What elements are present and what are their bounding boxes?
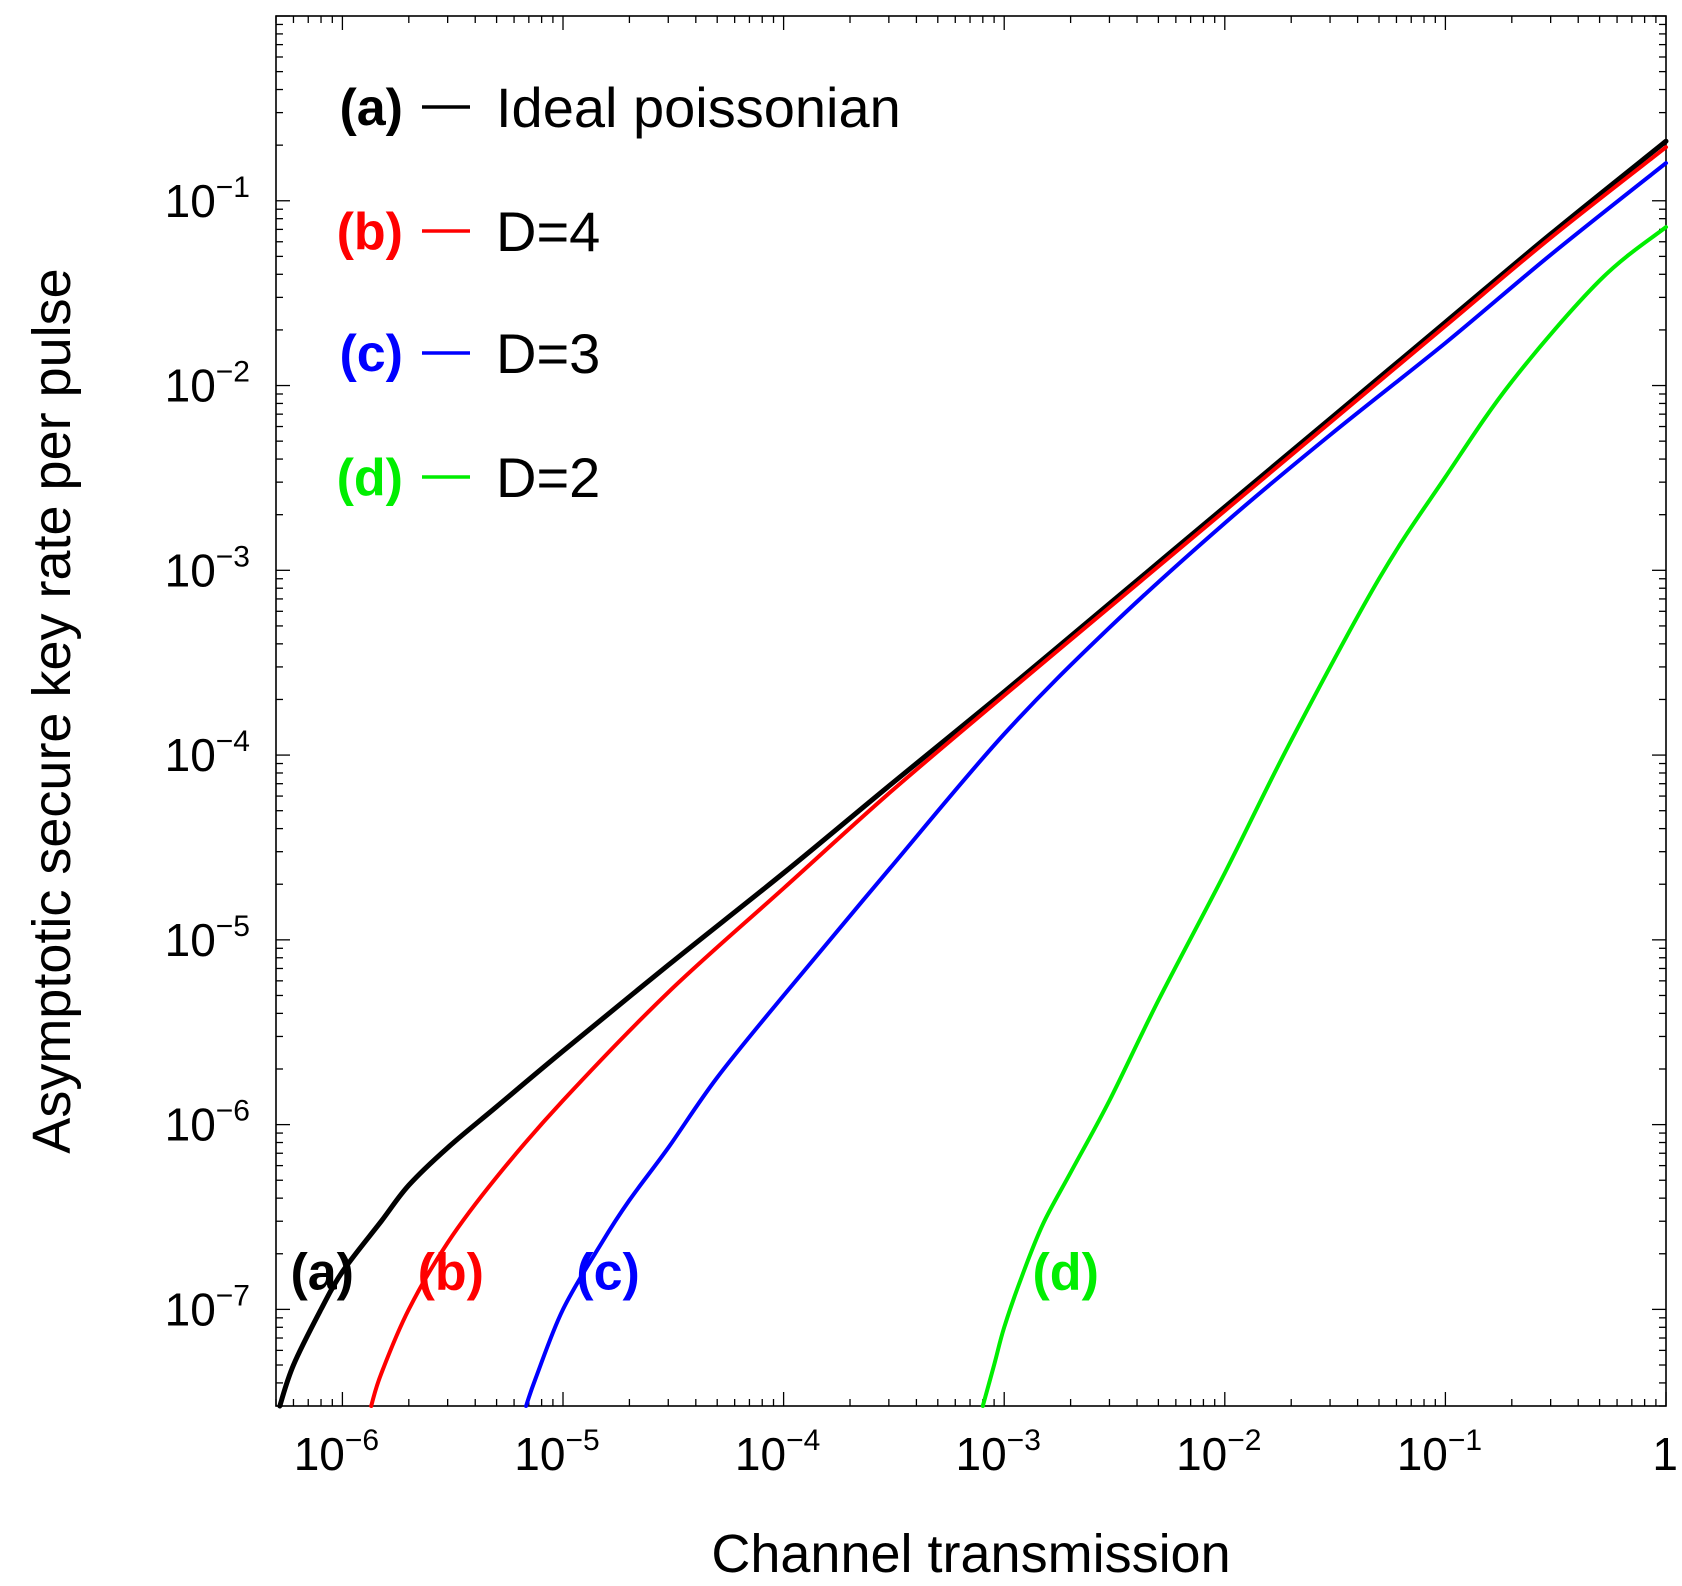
y-tick-label: 10−2	[165, 356, 250, 412]
legend: (a) Ideal poissonian (b) D=4 (c) D=3 (d) D=2	[337, 76, 901, 509]
legend-tag-2: (b)	[337, 203, 403, 261]
legend-tag-1: (a)	[339, 79, 403, 137]
plot-frame	[275, 15, 1667, 1407]
curve-annotation-2: (b)	[418, 1244, 484, 1302]
y-tick-label: 10−4	[165, 725, 250, 781]
legend-label-4: D=2	[496, 446, 600, 509]
y-tick-label: 10−5	[165, 910, 250, 966]
curve-annotation-4: (d)	[1032, 1244, 1098, 1302]
curve-annotation-1: (a)	[290, 1244, 354, 1302]
legend-tag-3: (c)	[339, 325, 403, 383]
x-tick-label: 10−5	[514, 1424, 599, 1480]
series-line-4	[980, 225, 1668, 1408]
y-axis-label: Asymptotic secure key rate per pulse	[22, 268, 82, 1153]
curve-annotations: (a) (b) (c) (d)	[290, 1244, 1098, 1302]
x-tick-label: 10−6	[294, 1424, 379, 1480]
series-line-3	[524, 161, 1668, 1408]
x-tick-label: 1	[1652, 1428, 1678, 1480]
y-tick-label: 10−3	[165, 540, 250, 596]
x-tick-label: 10−1	[1397, 1424, 1482, 1480]
series-lines	[277, 138, 1669, 1409]
series-line-1	[277, 138, 1669, 1409]
y-tick-label: 10−6	[165, 1095, 250, 1151]
curve-annotation-3: (c)	[576, 1244, 640, 1302]
legend-tag-4: (d)	[337, 449, 403, 507]
legend-label-3: D=3	[496, 322, 600, 385]
x-tick-label: 10−3	[956, 1424, 1041, 1480]
x-tick-label: 10−2	[1176, 1424, 1261, 1480]
legend-label-1: Ideal poissonian	[496, 76, 901, 139]
legend-label-2: D=4	[496, 200, 600, 263]
y-tick-label: 10−7	[165, 1279, 250, 1335]
x-axis-label: Channel transmission	[711, 1524, 1230, 1584]
axis-ticks: 10−6 10−5 10−4 10−3 10−2 10−1 1 10−7 10−6 10−5 10−…	[165, 15, 1678, 1480]
y-tick-label: 10−1	[165, 171, 250, 227]
series-line-2	[369, 145, 1668, 1408]
x-tick-label: 10−4	[735, 1424, 820, 1480]
